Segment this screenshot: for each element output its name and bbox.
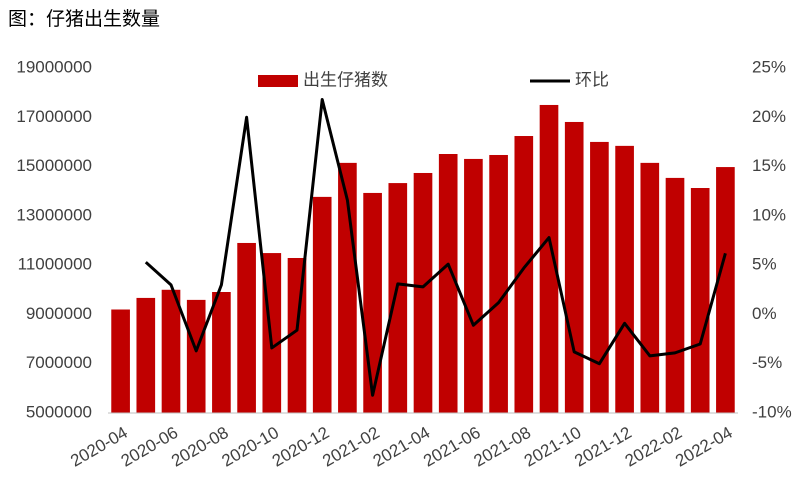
x-tick-label: 2022-02 [622, 423, 686, 471]
bar [489, 154, 508, 413]
y2-tick-label: -10% [752, 402, 792, 421]
bar [212, 292, 231, 413]
bar [615, 145, 634, 413]
x-tick-label: 2021-08 [471, 423, 535, 471]
bar [716, 167, 735, 413]
bar [464, 158, 483, 413]
x-tick-label: 2020-12 [269, 423, 333, 471]
y-tick-label: 15000000 [16, 156, 92, 175]
y-tick-label: 5000000 [26, 402, 92, 421]
y2-tick-label: 25% [752, 57, 786, 76]
x-tick-label: 2021-10 [521, 423, 585, 471]
legend-swatch [258, 75, 298, 87]
bar [363, 192, 382, 413]
y-tick-label: 19000000 [16, 57, 92, 76]
bar [136, 297, 156, 413]
bar [438, 154, 458, 413]
bar [590, 141, 609, 413]
y-tick-label: 9000000 [26, 304, 92, 323]
y-tick-label: 11000000 [18, 255, 92, 274]
x-tick-label: 2020-10 [219, 423, 283, 471]
bar [539, 104, 559, 413]
y-tick-label: 13000000 [16, 205, 92, 224]
x-tick-label: 2020-08 [168, 423, 232, 471]
bar [564, 121, 584, 413]
x-tick-label: 2020-06 [118, 423, 182, 471]
y2-tick-label: 15% [752, 156, 786, 175]
bar [161, 289, 181, 413]
x-tick-label: 2021-12 [571, 423, 635, 471]
y2-tick-label: 10% [752, 205, 786, 224]
y2-tick-label: 0% [752, 304, 777, 323]
y-tick-label: 17000000 [16, 107, 92, 126]
bar [111, 309, 130, 413]
bar [665, 177, 685, 413]
bar [640, 162, 660, 413]
x-tick-label: 2021-02 [319, 423, 383, 471]
bar [312, 196, 332, 413]
x-tick-label: 2020-04 [67, 423, 131, 471]
x-tick-label: 2021-06 [420, 423, 484, 471]
x-tick-label: 2021-04 [370, 423, 434, 471]
x-tick-label: 2022-04 [672, 423, 736, 471]
chart-title: 图：仔猪出生数量 [8, 8, 160, 30]
bar [690, 188, 710, 413]
y2-tick-label: 20% [752, 107, 786, 126]
bar [514, 136, 534, 413]
bar [413, 172, 433, 413]
bar [186, 299, 206, 413]
legend-label: 环比 [575, 70, 609, 89]
line [144, 98, 727, 397]
y2-tick-label: 5% [752, 255, 777, 274]
bar [388, 183, 408, 413]
y2-tick-label: -5% [752, 353, 782, 372]
bar [237, 242, 256, 413]
y-tick-label: 7000000 [26, 353, 92, 372]
legend-label: 出生仔猪数 [303, 70, 388, 89]
